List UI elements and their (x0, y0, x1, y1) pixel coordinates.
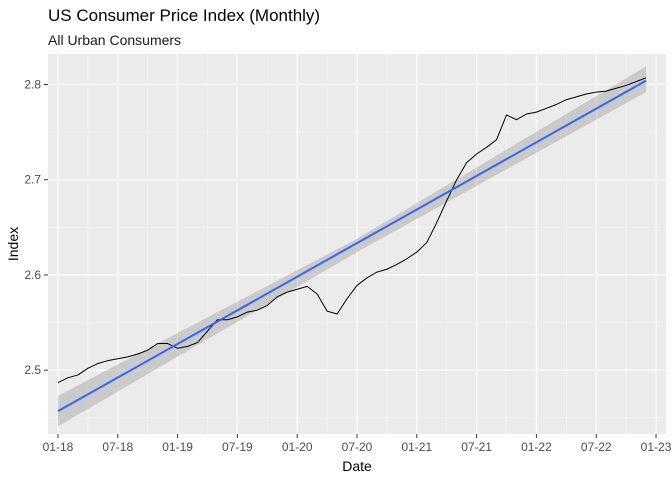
y-axis-title: Index (5, 227, 21, 261)
x-tick-label: 07-18 (102, 440, 133, 454)
y-tick-label: 2.7 (24, 173, 41, 187)
series-lines (57, 77, 647, 413)
x-tick-label: 01-20 (282, 440, 313, 454)
x-tick-label: 01-19 (162, 440, 193, 454)
x-tick-label: 07-20 (342, 440, 373, 454)
y-tick-label: 2.8 (24, 77, 41, 91)
x-tick-label: 01-21 (401, 440, 432, 454)
chart-subtitle: All Urban Consumers (48, 32, 182, 48)
y-axis: 2.5 2.6 2.7 2.8 (24, 77, 48, 377)
x-axis: 01-18 07-18 01-19 07-19 01-20 07-20 01-21 07-21… (43, 434, 672, 454)
trend-line (57, 79, 647, 413)
major-gridlines (48, 54, 666, 434)
x-tick-label: 01-18 (43, 440, 74, 454)
chart-title: US Consumer Price Index (Monthly) (48, 6, 321, 25)
x-tick-label: 01-23 (641, 440, 672, 454)
cpi-line (57, 77, 647, 384)
x-tick-label: 07-22 (581, 440, 612, 454)
x-tick-label: 07-21 (461, 440, 492, 454)
x-tick-label: 01-22 (521, 440, 552, 454)
y-tick-label: 2.6 (24, 268, 41, 282)
x-axis-title: Date (342, 458, 372, 474)
y-tick-label: 2.5 (24, 363, 41, 377)
x-tick-label: 07-19 (222, 440, 253, 454)
